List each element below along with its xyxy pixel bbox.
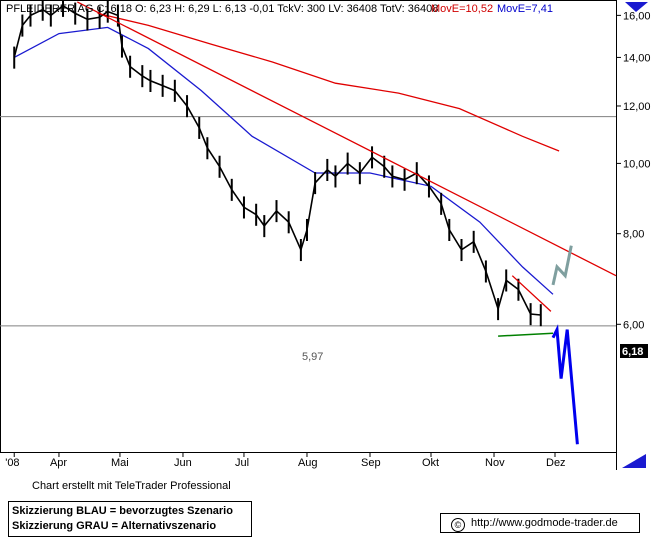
- legend-blue-text: Skizzierung BLAU = bevorzugtes Szenario: [12, 505, 233, 517]
- source-url-box[interactable]: © http://www.godmode-trader.de: [440, 513, 640, 533]
- x-tick-label: Okt: [422, 457, 439, 469]
- x-tick-label: Sep: [361, 457, 381, 469]
- x-tick-label: Mai: [111, 457, 129, 469]
- trendline-line: [511, 275, 552, 312]
- x-tick-label: Jul: [235, 457, 249, 469]
- scroll-right-icon[interactable]: [622, 454, 646, 468]
- plot-area: [0, 0, 617, 453]
- x-tick-label: Nov: [485, 457, 505, 469]
- chart-header: PFLEIDERER AG C: 6,18 O: 6,23 H: 6,29 L:…: [6, 3, 438, 15]
- x-tick-label: Aug: [298, 457, 318, 469]
- ma-red-line: [97, 12, 560, 152]
- legend-move-red: MovE=10,52: [431, 3, 493, 15]
- support-line: [498, 332, 554, 337]
- y-tick-label: 12,00: [623, 101, 651, 113]
- scenario-legend: Skizzierung BLAU = bevorzugtes Szenario …: [8, 501, 252, 537]
- x-tick-label: Dez: [546, 457, 566, 469]
- y-tick-label: 16,00: [623, 10, 651, 22]
- trendline-line: [77, 1, 617, 277]
- scroll-left-icon[interactable]: [625, 2, 648, 12]
- legend-gray-text: Skizzierung GRAU = Alternativszenario: [12, 520, 217, 532]
- y-tick-label: 6,00: [623, 319, 644, 331]
- last-price-box: [620, 344, 648, 358]
- chart-credit: Chart erstellt mit TeleTrader Profession…: [32, 480, 231, 492]
- y-tick-label: 8,00: [623, 229, 644, 241]
- copyright-icon: ©: [451, 518, 465, 532]
- x-tick-label: Jun: [174, 457, 192, 469]
- source-url[interactable]: http://www.godmode-trader.de: [471, 517, 618, 529]
- price-series-line: [13, 4, 541, 316]
- x-tick-label: Apr: [50, 457, 67, 469]
- scenario-blue-line: [551, 324, 579, 445]
- level-label: 5,97: [302, 351, 323, 363]
- x-tick-label: '08: [5, 457, 19, 469]
- legend-move-blue: MovE=7,41: [497, 3, 553, 15]
- y-tick-label: 10,00: [623, 158, 651, 170]
- last-price-label: 6,18: [622, 346, 643, 358]
- y-tick-label: 14,00: [623, 52, 651, 64]
- scenario-gray-line: [551, 245, 573, 286]
